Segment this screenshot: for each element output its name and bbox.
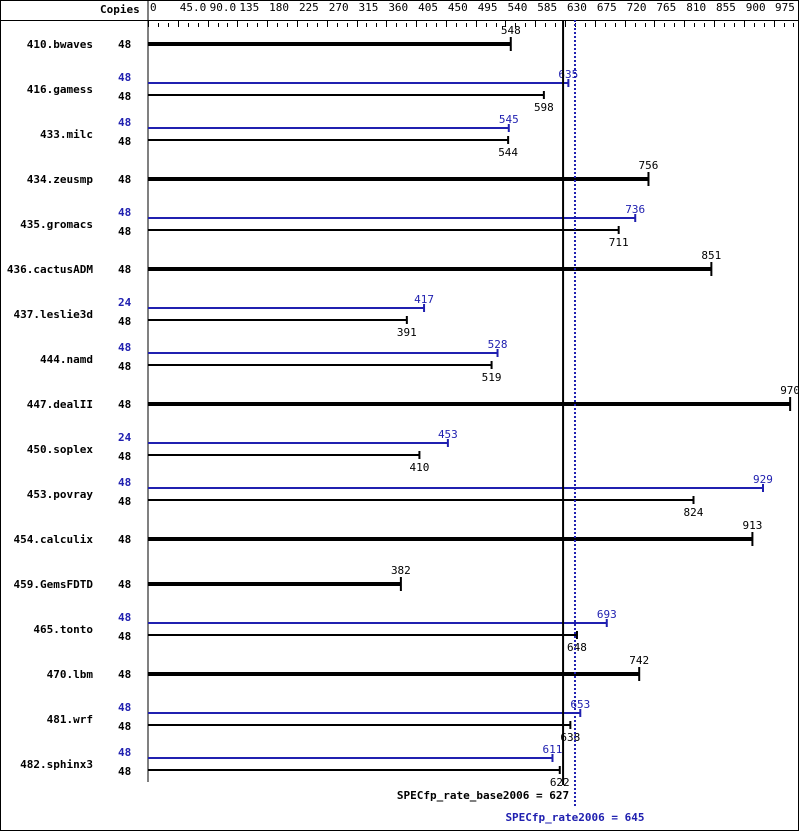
base-copies: 48 — [118, 398, 131, 411]
peak-value-label: 611 — [543, 743, 563, 756]
benchmark-name: 453.povray — [27, 488, 94, 501]
tick-label: 585 — [537, 1, 557, 14]
tick-label: 975 — [775, 1, 795, 14]
peak-value-label: 417 — [414, 293, 434, 306]
peak-copies: 48 — [118, 611, 131, 624]
tick-label: 630 — [567, 1, 587, 14]
benchmark-name: 436.cactusADM — [7, 263, 93, 276]
tick-label: 495 — [478, 1, 498, 14]
base-value-label: 742 — [629, 654, 649, 667]
base-copies: 48 — [118, 720, 131, 733]
base-copies: 48 — [118, 630, 131, 643]
peak-copies: 48 — [118, 206, 131, 219]
base-copies: 48 — [118, 450, 131, 463]
benchmark-name: 434.zeusmp — [27, 173, 94, 186]
benchmark-name: 437.leslie3d — [14, 308, 93, 321]
peak-summary-label: SPECfp_rate2006 = 645 — [505, 811, 644, 824]
benchmark-name: 450.soplex — [27, 443, 94, 456]
base-copies: 48 — [118, 90, 131, 103]
peak-value-label: 653 — [570, 698, 590, 711]
base-value-label: 711 — [609, 236, 629, 249]
peak-value-label: 528 — [488, 338, 508, 351]
tick-label: 765 — [656, 1, 676, 14]
base-value-label: 756 — [639, 159, 659, 172]
benchmark-name: 470.lbm — [47, 668, 94, 681]
peak-copies: 48 — [118, 476, 131, 489]
base-value-label: 391 — [397, 326, 417, 339]
base-copies: 48 — [118, 135, 131, 148]
base-copies: 48 — [118, 533, 131, 546]
base-value-label: 382 — [391, 564, 411, 577]
tick-label: 405 — [418, 1, 438, 14]
base-copies: 48 — [118, 225, 131, 238]
peak-value-label: 545 — [499, 113, 519, 126]
base-summary-label: SPECfp_rate_base2006 = 627 — [397, 789, 569, 802]
base-value-label: 544 — [498, 146, 518, 159]
tick-label: 90.0 — [210, 1, 237, 14]
base-value-label: 410 — [409, 461, 429, 474]
base-copies: 48 — [118, 765, 131, 778]
tick-label: 540 — [507, 1, 527, 14]
base-value-label: 648 — [567, 641, 587, 654]
benchmark-name: 433.milc — [40, 128, 93, 141]
base-value-label: 548 — [501, 24, 521, 37]
benchmark-name: 416.gamess — [27, 83, 93, 96]
header-copies-label: Copies — [100, 3, 140, 16]
tick-label: 180 — [269, 1, 289, 14]
peak-copies: 48 — [118, 746, 131, 759]
base-copies: 48 — [118, 578, 131, 591]
benchmark-name: 447.dealII — [27, 398, 93, 411]
base-value-label: 622 — [550, 776, 570, 789]
benchmark-name: 482.sphinx3 — [20, 758, 93, 771]
peak-copies: 48 — [118, 116, 131, 129]
tick-label: 360 — [388, 1, 408, 14]
tick-label: 135 — [239, 1, 259, 14]
base-copies: 48 — [118, 173, 131, 186]
base-value-label: 519 — [482, 371, 502, 384]
benchmark-name: 444.namd — [40, 353, 93, 366]
base-value-label: 598 — [534, 101, 554, 114]
peak-value-label: 929 — [753, 473, 773, 486]
peak-copies: 48 — [118, 701, 131, 714]
benchmark-name: 459.GemsFDTD — [14, 578, 94, 591]
tick-label: 45.0 — [180, 1, 207, 14]
base-copies: 48 — [118, 263, 131, 276]
tick-label: 225 — [299, 1, 319, 14]
peak-copies: 48 — [118, 341, 131, 354]
base-copies: 48 — [118, 360, 131, 373]
base-copies: 48 — [118, 495, 131, 508]
tick-label: 675 — [597, 1, 617, 14]
peak-value-label: 736 — [625, 203, 645, 216]
peak-copies: 24 — [118, 431, 132, 444]
peak-value-label: 453 — [438, 428, 458, 441]
tick-label: 270 — [329, 1, 349, 14]
benchmark-name: 435.gromacs — [20, 218, 93, 231]
peak-copies: 48 — [118, 71, 131, 84]
tick-label: 810 — [686, 1, 706, 14]
peak-copies: 24 — [118, 296, 132, 309]
tick-label: 450 — [448, 1, 468, 14]
peak-value-label: 693 — [597, 608, 617, 621]
base-value-label: 851 — [701, 249, 721, 262]
base-value-label: 970 — [780, 384, 799, 397]
tick-label: 720 — [627, 1, 647, 14]
tick-label: 900 — [746, 1, 766, 14]
benchmark-name: 454.calculix — [14, 533, 94, 546]
benchmark-name: 481.wrf — [47, 713, 93, 726]
base-value-label: 913 — [742, 519, 762, 532]
base-copies: 48 — [118, 38, 131, 51]
tick-label: 855 — [716, 1, 736, 14]
benchmark-name: 465.tonto — [33, 623, 93, 636]
base-value-label: 824 — [684, 506, 704, 519]
tick-label: 315 — [359, 1, 379, 14]
tick-label: 0 — [150, 1, 157, 14]
benchmark-name: 410.bwaves — [27, 38, 93, 51]
base-copies: 48 — [118, 315, 131, 328]
base-copies: 48 — [118, 668, 131, 681]
